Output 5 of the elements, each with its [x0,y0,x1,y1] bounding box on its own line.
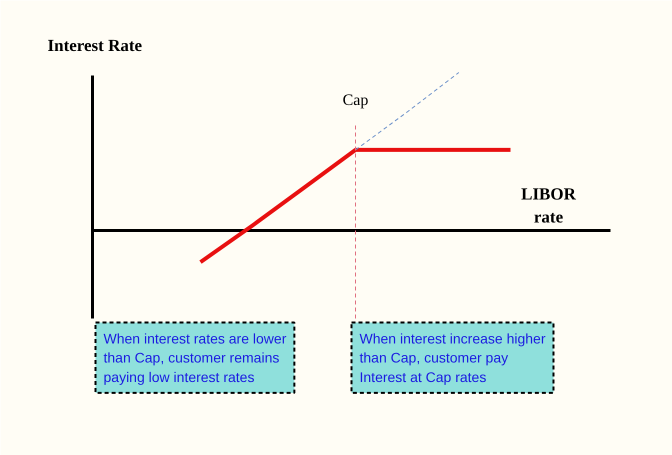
text: When interest rates are lower than Cap, customer remains paying low interest rates [104,330,287,385]
x-axis-title: LIBOR rate [521,184,577,226]
annotation: Cap [342,92,368,109]
text: When interest increase higher than Cap, customer pay Interest at Cap rates [360,330,546,385]
y-axis-title: Interest Rate [48,36,143,55]
